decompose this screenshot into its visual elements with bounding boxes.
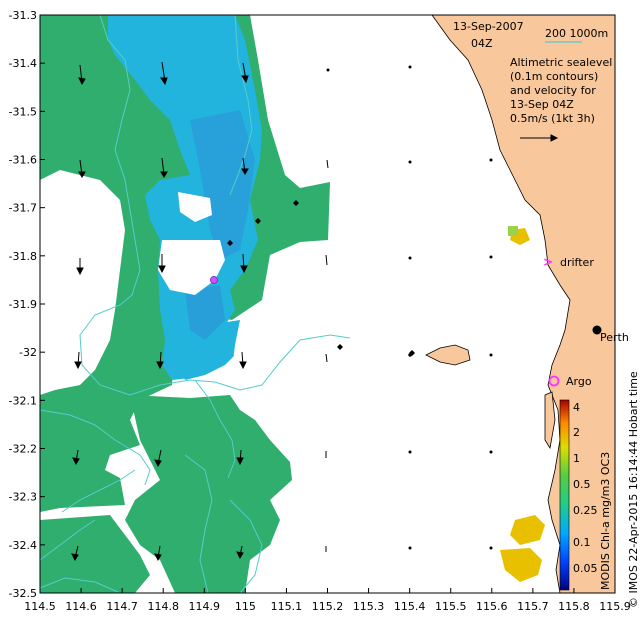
velocity-arrow xyxy=(154,545,162,562)
y-tick-label: -31.9 xyxy=(9,298,37,311)
velocity-arrow xyxy=(408,256,412,260)
drifter-label: drifter xyxy=(560,256,594,269)
cloud-gaps xyxy=(40,170,350,402)
copyright-caption: © IMOS 22-Apr-2015 16:14:44 Hobart time xyxy=(627,371,640,608)
y-tick-label: -31.3 xyxy=(9,9,37,22)
velocity-arrow xyxy=(408,450,412,454)
velocity-arrow xyxy=(236,449,244,466)
map-date: 13-Sep-2007 xyxy=(453,20,524,33)
drifter-marker-icon[interactable]: > xyxy=(543,255,553,269)
velocity-arrow xyxy=(160,61,168,86)
velocity-arrow xyxy=(78,159,86,178)
x-tick-label: 115.3 xyxy=(353,600,385,613)
x-tick-label: 115 xyxy=(235,600,256,613)
velocity-arrow xyxy=(489,255,493,259)
x-tick-label: 115.9 xyxy=(599,600,631,613)
x-tick-label: 115.7 xyxy=(517,600,549,613)
y-tick-label: -32.3 xyxy=(9,491,37,504)
x-axis: 114.5 114.6 114.7 114.8 114.9 115 115.1 115.2 11… xyxy=(24,588,631,613)
y-tick-label: -31.4 xyxy=(9,57,37,70)
velocity-arrow xyxy=(72,449,80,466)
velocity-arrow xyxy=(160,157,168,178)
velocity-arrow xyxy=(489,450,493,454)
y-tick-label: -32.2 xyxy=(9,443,37,456)
colorbar-tick-label: 1 xyxy=(573,452,580,465)
contour-lines xyxy=(39,14,351,594)
y-tick-label: -31.7 xyxy=(9,202,37,215)
velocity-arrow xyxy=(74,351,82,370)
velocity-arrow xyxy=(326,68,330,72)
legend-line-4: 13-Sep 04Z xyxy=(510,98,574,111)
velocity-arrow xyxy=(240,253,248,274)
colorbar-tick-label: 0.5 xyxy=(573,478,591,491)
colorbar-title: MODIS Chl-a mg/m3 OC3 xyxy=(599,452,612,590)
x-tick-label: 114.8 xyxy=(147,600,179,613)
chlorophyll-blue-core xyxy=(185,110,255,340)
x-tick-label: 115.5 xyxy=(435,600,467,613)
colorbar-tick-label: 0.05 xyxy=(573,562,598,575)
float-marker[interactable] xyxy=(210,276,218,284)
colorbar xyxy=(559,399,570,591)
scale-arrow-icon xyxy=(520,134,559,142)
velocity-arrow xyxy=(489,158,493,162)
x-tick-label: 114.6 xyxy=(65,600,97,613)
legend-line-1: Altimetric sealevel xyxy=(510,56,612,69)
isobath-legend-label: 200 1000m xyxy=(545,27,608,40)
velocity-arrow xyxy=(408,546,412,550)
velocity-arrow xyxy=(76,258,84,276)
x-tick-label: 115.4 xyxy=(394,600,426,613)
track-dots xyxy=(227,200,415,356)
velocity-arrow xyxy=(236,545,244,560)
scale-label: 0.5m/s (1kt 3h) xyxy=(510,112,595,125)
velocity-arrow xyxy=(408,65,412,69)
y-tick-label: -31.6 xyxy=(9,154,37,167)
colorbar-ticks: 4 2 1 0.5 0.25 0.1 0.05 xyxy=(573,401,598,575)
velocity-arrow xyxy=(326,159,329,169)
perth-marker[interactable] xyxy=(592,325,602,335)
y-tick-label: -32.1 xyxy=(9,394,37,407)
colorbar-tick-label: 4 xyxy=(573,401,580,414)
velocity-arrow xyxy=(325,254,328,266)
x-tick-label: 115.8 xyxy=(558,600,590,613)
velocity-arrow xyxy=(241,157,249,175)
legend-line-2: (0.1m contours) xyxy=(510,70,598,83)
velocity-arrow xyxy=(154,449,162,468)
chlorophyll-green-coast-patch xyxy=(508,226,518,236)
velocity-arrow xyxy=(489,353,493,357)
velocity-arrow xyxy=(158,254,166,274)
rottnest-island xyxy=(425,344,471,366)
x-tick-label: 115.1 xyxy=(271,600,303,613)
y-axis: -31.3 -31.4 -31.5 -31.6 -31.7 -31.8 -31.9 -32 -3… xyxy=(9,9,45,600)
garden-island xyxy=(544,391,556,450)
argo-label: Argo xyxy=(566,375,592,388)
velocity-arrow xyxy=(325,353,328,363)
colorbar-tick-label: 2 xyxy=(573,426,580,439)
y-tick-label: -31.5 xyxy=(9,105,37,118)
x-tick-label: 115.6 xyxy=(476,600,508,613)
velocity-arrow xyxy=(241,62,249,84)
y-tick-label: -32.4 xyxy=(9,539,37,552)
colorbar-tick-label: 0.25 xyxy=(573,504,598,517)
x-tick-label: 114.9 xyxy=(189,600,221,613)
legend-line-3: and velocity for xyxy=(510,84,596,97)
velocity-arrow xyxy=(239,351,247,370)
argo-marker[interactable] xyxy=(548,375,560,387)
map-time: 04Z xyxy=(471,37,493,50)
y-tick-label: -32.5 xyxy=(9,587,37,600)
velocity-arrow xyxy=(78,64,86,86)
velocity-arrow xyxy=(71,545,79,562)
x-tick-label: 114.5 xyxy=(24,600,56,613)
x-tick-label: 114.7 xyxy=(106,600,138,613)
y-tick-label: -32 xyxy=(19,346,37,359)
velocity-arrow xyxy=(489,546,493,550)
colorbar-tick-label: 0.1 xyxy=(573,536,591,549)
velocity-arrow xyxy=(408,160,412,164)
x-tick-label: 115.2 xyxy=(312,600,344,613)
velocity-arrow xyxy=(156,351,164,370)
perth-label: Perth xyxy=(600,331,629,344)
y-tick-label: -31.8 xyxy=(9,250,37,263)
velocity-arrows xyxy=(71,61,493,562)
